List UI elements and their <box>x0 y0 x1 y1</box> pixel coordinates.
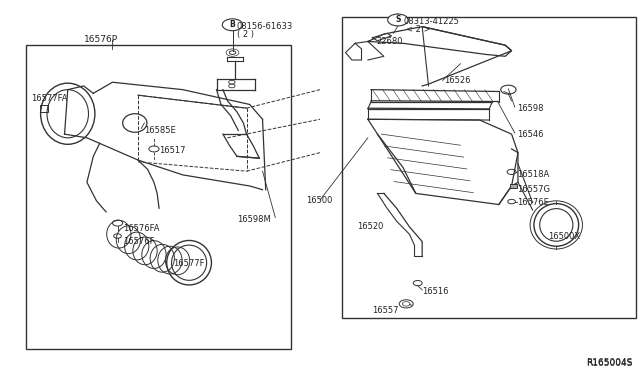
Text: < 2 >: < 2 > <box>406 25 431 34</box>
Text: 16546: 16546 <box>516 129 543 139</box>
Text: 16518A: 16518A <box>516 170 549 179</box>
Text: 16516: 16516 <box>422 287 449 296</box>
Text: 16577F: 16577F <box>173 259 205 268</box>
FancyBboxPatch shape <box>510 184 516 188</box>
Text: 08156-61633: 08156-61633 <box>237 22 293 31</box>
Text: 16585E: 16585E <box>145 126 176 135</box>
Circle shape <box>222 19 243 31</box>
Text: 16576P: 16576P <box>84 35 118 44</box>
Text: 16577FA: 16577FA <box>31 94 68 103</box>
Text: 16598M: 16598M <box>237 215 271 224</box>
Text: 16517: 16517 <box>159 146 186 155</box>
Text: 08313-41225: 08313-41225 <box>403 17 459 26</box>
Text: 16526: 16526 <box>445 76 471 85</box>
Text: R165004S: R165004S <box>586 357 633 366</box>
Text: 16576E: 16576E <box>516 198 548 207</box>
Text: B: B <box>230 20 236 29</box>
Text: ( 2 ): ( 2 ) <box>237 30 254 39</box>
Text: 22680: 22680 <box>376 37 403 46</box>
Circle shape <box>388 14 408 26</box>
Text: 16576FA: 16576FA <box>124 224 160 233</box>
Text: 16557: 16557 <box>372 306 399 315</box>
Text: 16557G: 16557G <box>516 185 550 194</box>
Text: R165004S: R165004S <box>586 359 633 368</box>
Text: 16576F: 16576F <box>124 237 155 246</box>
Text: 16500X: 16500X <box>548 231 580 241</box>
Text: 16520: 16520 <box>357 222 383 231</box>
Text: 16500: 16500 <box>306 196 332 205</box>
Text: S: S <box>396 16 401 25</box>
Text: 16598: 16598 <box>516 104 543 113</box>
